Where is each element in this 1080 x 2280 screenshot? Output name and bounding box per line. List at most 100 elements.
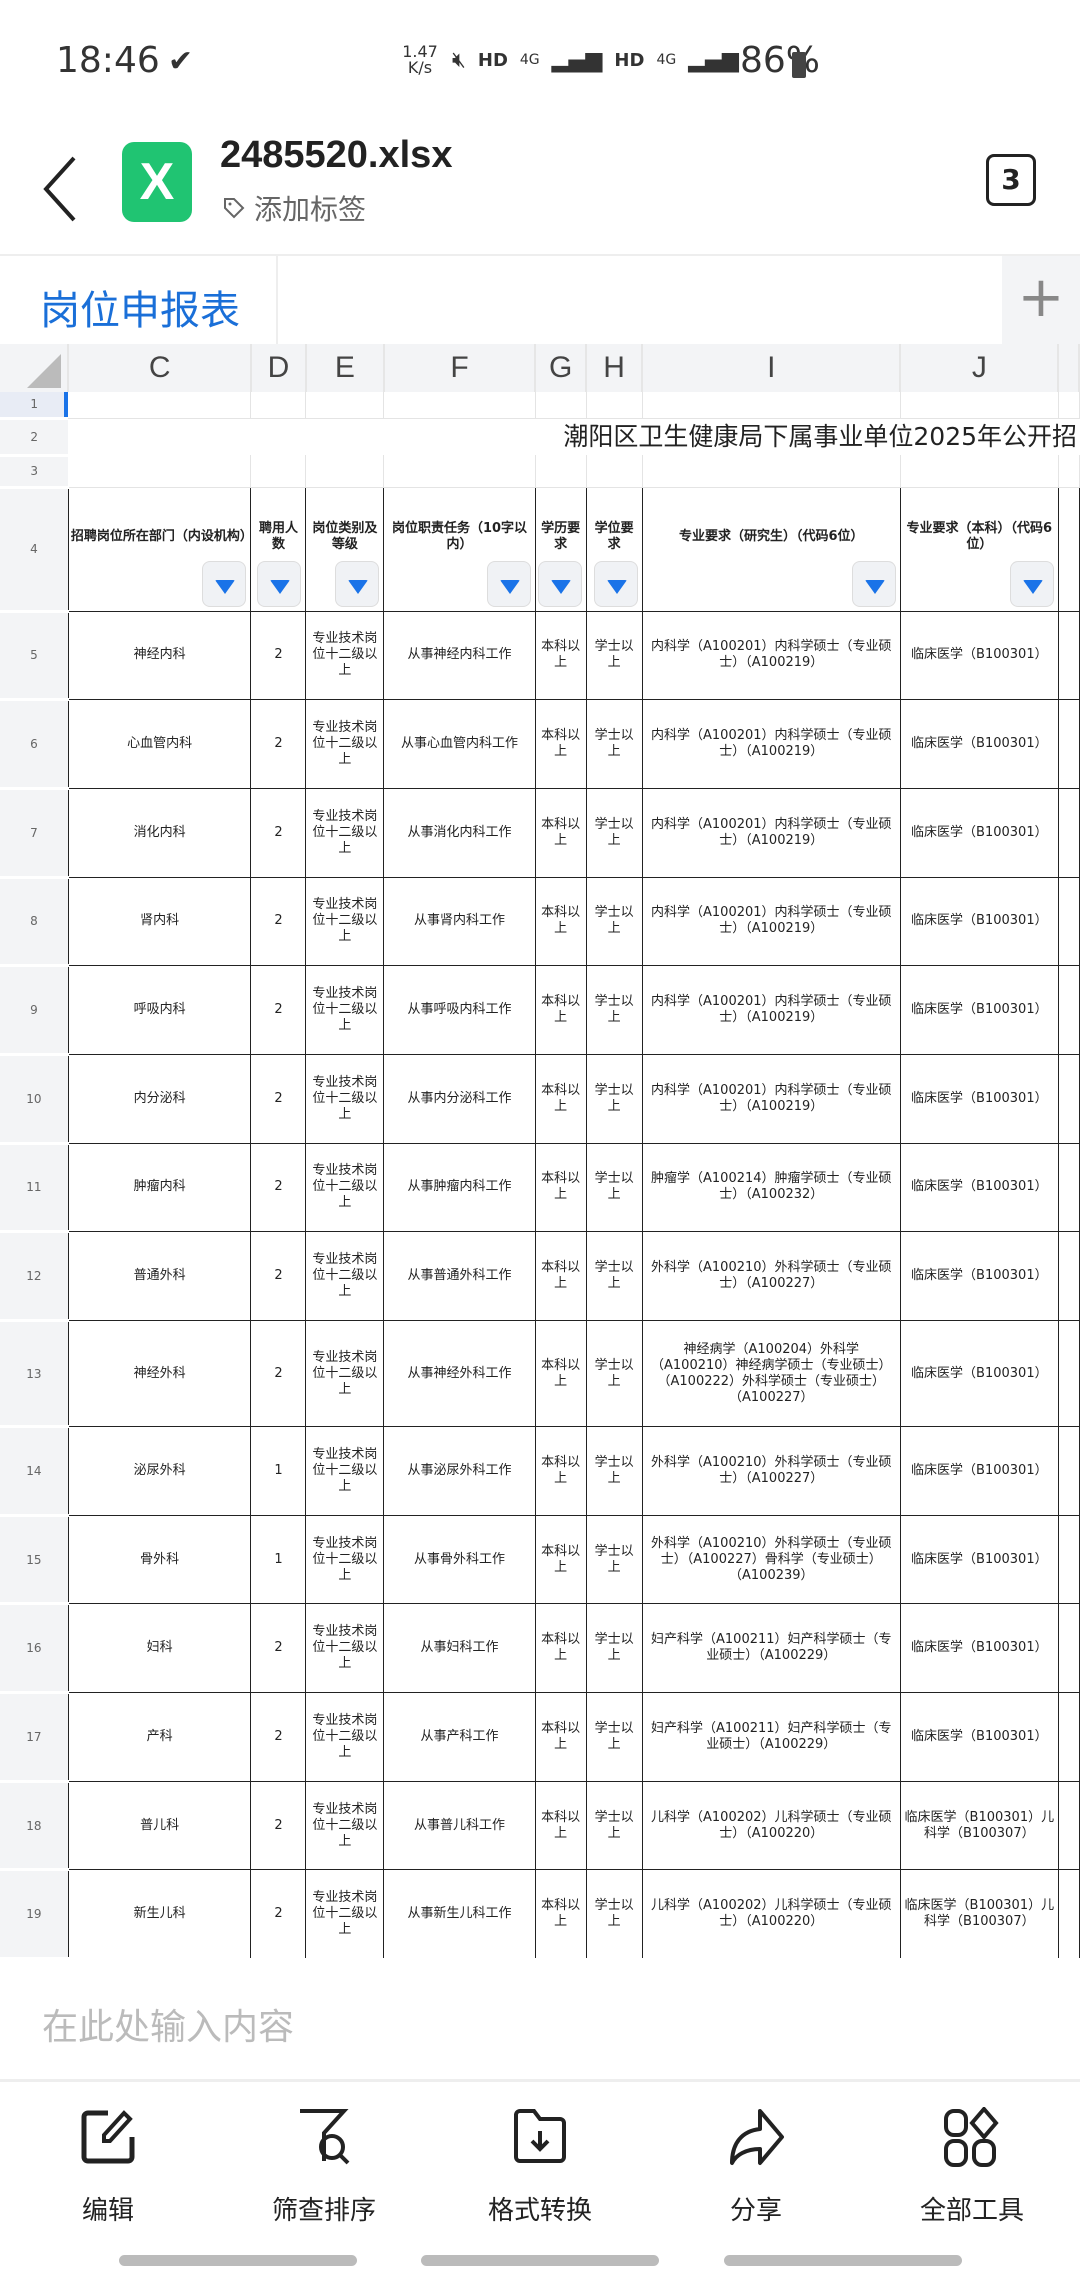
cell-duty[interactable]: 从事呼吸内科工作 xyxy=(383,965,536,1055)
cell-count[interactable]: 2 xyxy=(250,876,307,967)
filter-dropdown-button[interactable] xyxy=(851,560,896,607)
empty-cell[interactable] xyxy=(1058,455,1080,488)
cell-ug[interactable]: 临床医学（B100301） xyxy=(899,1603,1059,1694)
cell-edu[interactable]: 本科以上 xyxy=(534,1514,587,1605)
cell-edu[interactable]: 本科以上 xyxy=(534,876,587,967)
cell-degree[interactable]: 学士以上 xyxy=(585,1603,643,1694)
empty-cell[interactable] xyxy=(305,455,385,488)
cell-grad[interactable]: 内科学（A100201）内科学硕士（专业硕士）（A100219） xyxy=(641,876,901,967)
cell-degree[interactable]: 学士以上 xyxy=(585,1142,643,1233)
cell-duty[interactable]: 从事内分泌科工作 xyxy=(383,1053,536,1144)
cell-dept[interactable]: 心血管内科 xyxy=(67,699,252,789)
column-header-G[interactable]: G xyxy=(535,344,588,392)
cell-grad[interactable]: 内科学（A100201）内科学硕士（专业硕士）（A100219） xyxy=(641,1053,901,1144)
empty-cell[interactable] xyxy=(586,455,643,488)
row-number[interactable]: 1 xyxy=(0,392,69,420)
header-cell[interactable]: 岗位类别及等级 xyxy=(305,486,385,612)
column-header-H[interactable]: H xyxy=(586,344,644,392)
cell-ug[interactable]: 临床医学（B100301） xyxy=(899,965,1059,1055)
add-tag-button[interactable]: 添加标签 xyxy=(222,188,366,228)
empty-cell[interactable] xyxy=(1058,392,1080,419)
cell-edu[interactable]: 本科以上 xyxy=(534,1320,587,1427)
column-header-F[interactable]: F xyxy=(383,344,537,392)
cell-edu[interactable]: 本科以上 xyxy=(534,1231,587,1321)
row-number[interactable]: 19 xyxy=(0,1869,69,1958)
cell-count[interactable]: 2 xyxy=(250,1869,307,1958)
cell-dept[interactable]: 肾内科 xyxy=(67,876,252,967)
cell-ug[interactable]: 临床医学（B100301） xyxy=(899,1320,1059,1427)
cell-edu[interactable]: 本科以上 xyxy=(534,610,587,701)
filter-dropdown-button[interactable] xyxy=(537,560,582,607)
cell-ug[interactable]: 临床医学（B100301） xyxy=(899,1514,1059,1605)
cell-ug[interactable]: 临床医学（B100301） xyxy=(899,610,1059,701)
cell-duty[interactable]: 从事消化内科工作 xyxy=(383,787,536,878)
cell-edu[interactable]: 本科以上 xyxy=(534,1603,587,1694)
cell-type[interactable]: 专业技术岗位十二级以上 xyxy=(305,1231,385,1321)
cell-degree[interactable]: 学士以上 xyxy=(585,1692,643,1782)
cell-count[interactable]: 1 xyxy=(250,1514,307,1605)
edit-button[interactable]: 编辑 xyxy=(8,2102,208,2227)
cell-degree[interactable]: 学士以上 xyxy=(585,1780,643,1871)
add-sheet-button[interactable]: + xyxy=(1002,256,1080,344)
empty-cell[interactable] xyxy=(383,455,536,488)
cell-edu[interactable]: 本科以上 xyxy=(534,965,587,1055)
cell-grad[interactable]: 外科学（A100210）外科学硕士（专业硕士）（A100227） xyxy=(641,1231,901,1321)
header-cell[interactable]: 专业要求（研究生）（代码6位） xyxy=(641,486,901,612)
cell-type[interactable]: 专业技术岗位十二级以上 xyxy=(305,1320,385,1427)
header-cell[interactable]: 招聘岗位所在部门（内设机构） xyxy=(67,486,252,612)
empty-cell[interactable] xyxy=(586,392,643,419)
cell-count[interactable]: 2 xyxy=(250,610,307,701)
filter-sort-button[interactable]: 筛查排序 xyxy=(224,2102,424,2227)
cell-duty[interactable]: 从事产科工作 xyxy=(383,1692,536,1782)
column-header-J[interactable]: J xyxy=(900,344,1060,392)
cell-edu[interactable]: 本科以上 xyxy=(534,1869,587,1958)
cell-input-field[interactable]: 在此处输入内容 xyxy=(0,1958,1080,2082)
cell-degree[interactable]: 学士以上 xyxy=(585,1231,643,1321)
cell-count[interactable]: 2 xyxy=(250,965,307,1055)
cell-type[interactable]: 专业技术岗位十二级以上 xyxy=(305,1514,385,1605)
cell-dept[interactable]: 泌尿外科 xyxy=(67,1426,252,1516)
row-number[interactable]: 12 xyxy=(0,1231,69,1322)
cell-ug[interactable]: 临床医学（B100301） xyxy=(899,1426,1059,1516)
cell-ug[interactable]: 临床医学（B100301） xyxy=(899,699,1059,789)
cell-duty[interactable]: 从事妇科工作 xyxy=(383,1603,536,1694)
cell-duty[interactable]: 从事普儿科工作 xyxy=(383,1780,536,1871)
cell-ug[interactable]: 临床医学（B100301） xyxy=(899,787,1059,878)
cell-degree[interactable]: 学士以上 xyxy=(585,787,643,878)
row-number[interactable]: 5 xyxy=(0,611,69,702)
cell-duty[interactable]: 从事肿瘤内科工作 xyxy=(383,1142,536,1233)
empty-cell[interactable] xyxy=(250,455,307,488)
cell-type[interactable]: 专业技术岗位十二级以上 xyxy=(305,610,385,701)
cell-edu[interactable]: 本科以上 xyxy=(534,1426,587,1516)
cell-count[interactable]: 2 xyxy=(250,1603,307,1694)
cell-count[interactable]: 2 xyxy=(250,699,307,789)
empty-cell[interactable] xyxy=(642,455,901,488)
cell-grad[interactable]: 内科学（A100201）内科学硕士（专业硕士）（A100219） xyxy=(641,610,901,701)
row-number[interactable]: 13 xyxy=(0,1320,69,1428)
empty-cell[interactable] xyxy=(383,392,536,419)
back-button[interactable] xyxy=(40,154,80,224)
cell-degree[interactable]: 学士以上 xyxy=(585,1426,643,1516)
cell-type[interactable]: 专业技术岗位十二级以上 xyxy=(305,965,385,1055)
row-number[interactable]: 11 xyxy=(0,1143,69,1234)
cell-duty[interactable]: 从事普通外科工作 xyxy=(383,1231,536,1321)
row-number[interactable]: 9 xyxy=(0,965,69,1056)
cell-ug[interactable]: 临床医学（B100301）儿科学（B100307） xyxy=(899,1869,1059,1958)
column-header-C[interactable]: C xyxy=(68,344,252,392)
cell-count[interactable]: 2 xyxy=(250,1320,307,1427)
cell-type[interactable]: 专业技术岗位十二级以上 xyxy=(305,1426,385,1516)
cell-degree[interactable]: 学士以上 xyxy=(585,1869,643,1958)
column-header-E[interactable]: E xyxy=(305,344,385,392)
cell-dept[interactable]: 新生儿科 xyxy=(67,1869,252,1958)
cell-type[interactable]: 专业技术岗位十二级以上 xyxy=(305,1142,385,1233)
row-number[interactable]: 2 xyxy=(0,418,69,457)
cell-ug[interactable]: 临床医学（B100301） xyxy=(899,1142,1059,1233)
cell-edu[interactable]: 本科以上 xyxy=(534,1692,587,1782)
header-cell[interactable]: 聘用人数 xyxy=(250,486,307,612)
select-all-corner[interactable] xyxy=(0,344,70,392)
cell-count[interactable]: 2 xyxy=(250,1053,307,1144)
row-number[interactable]: 3 xyxy=(0,455,69,489)
cell-duty[interactable]: 从事泌尿外科工作 xyxy=(383,1426,536,1516)
cell-ug[interactable]: 临床医学（B100301） xyxy=(899,1231,1059,1321)
sheet-title-cell[interactable]: 潮阳区卫生健康局下属事业单位2025年公开招 xyxy=(563,421,1077,451)
